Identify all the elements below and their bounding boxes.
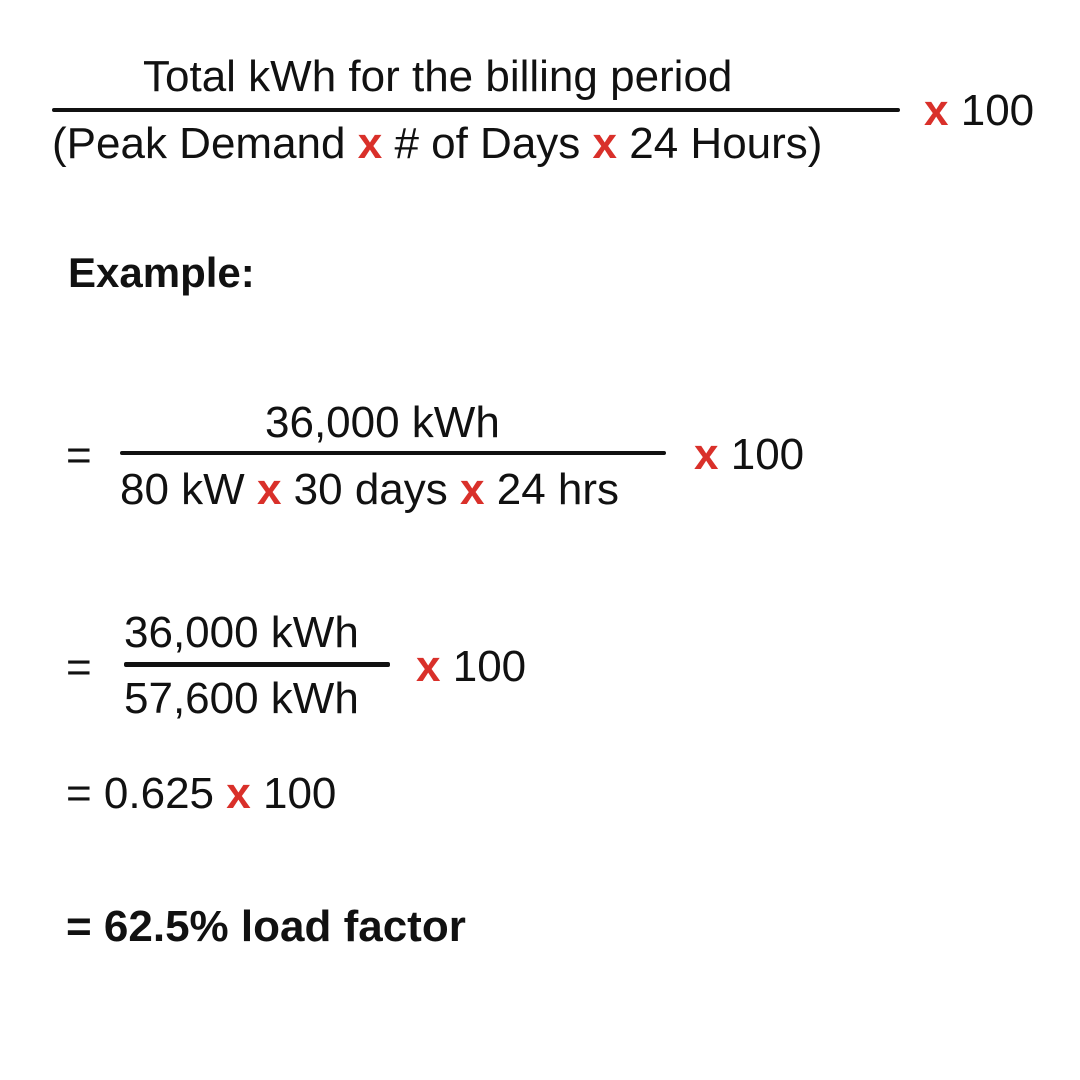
times-operator: x <box>226 769 251 818</box>
step1-multiplier: x 100 <box>694 433 804 477</box>
step2-multiplier: x 100 <box>416 645 526 689</box>
times-operator: x <box>592 119 618 168</box>
equals-sign: = <box>66 643 92 692</box>
step3-value: = 0.625 <box>66 769 215 818</box>
step1-days: 30 days <box>293 465 448 514</box>
formula-numerator: Total kWh for the billing period <box>143 52 733 101</box>
multiplier-value: 100 <box>262 769 337 818</box>
denominator-peak-demand: (Peak Demand <box>52 119 346 168</box>
denominator-days: # of Days <box>394 119 581 168</box>
multiplier-value: 100 <box>730 430 805 479</box>
step1-kw: 80 kW <box>120 465 245 514</box>
times-operator: x <box>694 430 719 479</box>
formula-multiplier: x 100 <box>924 89 1034 133</box>
times-operator: x <box>460 465 485 514</box>
step1-fraction-bar <box>120 451 666 455</box>
times-operator: x <box>357 119 383 168</box>
formula-fraction-bar <box>52 108 900 112</box>
example-heading: Example: <box>68 249 255 296</box>
times-operator: x <box>416 642 441 691</box>
step1-numerator: 36,000 kWh <box>265 398 500 447</box>
times-operator: x <box>924 86 949 135</box>
formula-denominator: (Peak Demand x # of Days x 24 Hours) <box>52 122 822 166</box>
step1-hours: 24 hrs <box>496 465 620 514</box>
load-factor-result: = 62.5% load factor <box>66 902 466 951</box>
example-step-3: = 0.625 x 100 <box>66 772 336 816</box>
times-operator: x <box>256 465 282 514</box>
step2-numerator: 36,000 kWh <box>124 608 359 657</box>
step1-denominator: 80 kW x 30 days x 24 hrs <box>120 468 619 512</box>
step2-denominator: 57,600 kWh <box>124 674 359 723</box>
equals-sign: = <box>66 431 92 480</box>
denominator-hours: 24 Hours) <box>629 119 823 168</box>
step2-fraction-bar <box>124 662 390 667</box>
multiplier-value: 100 <box>960 86 1035 135</box>
multiplier-value: 100 <box>452 642 527 691</box>
